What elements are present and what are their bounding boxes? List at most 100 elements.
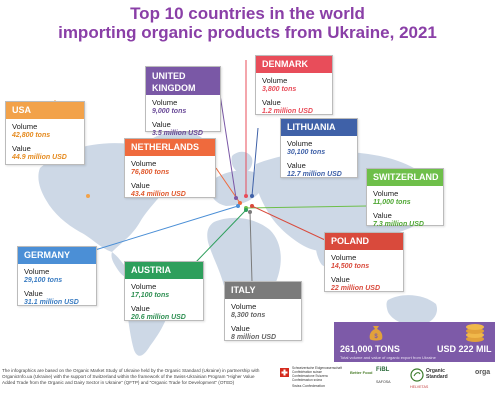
totals-note: Total volume and value of organic export… (340, 355, 436, 360)
volume-label: Volume (12, 122, 38, 131)
usa-volume: 42,800 tons (12, 132, 51, 139)
uk-title-line-2: KINGDOM (152, 83, 196, 93)
lithuania-connector (251, 127, 259, 197)
volume-label: Volume (24, 267, 50, 276)
total-tons: 261,000 TONS (340, 344, 400, 354)
denmark-volume: 3,800 tons (262, 86, 297, 93)
denmark-dot (244, 194, 248, 198)
uk-title-line-1: UNITED (152, 71, 186, 81)
card-italy: ITALY Volume 8,300 tons Value 8 million … (224, 281, 302, 341)
austria-volume: 17,100 tons (131, 292, 170, 299)
italy-volume: 8,300 tons (231, 312, 266, 319)
switzerland-connector (245, 205, 368, 209)
value-label: Value (373, 211, 392, 220)
lithuania-dot (250, 194, 254, 198)
poland-dot (250, 204, 254, 208)
value-label: Value (12, 144, 31, 153)
germany-connector (94, 205, 239, 251)
germany-dot (236, 204, 240, 208)
svg-text:$: $ (374, 334, 378, 340)
fibl-logo: FiBL (376, 367, 389, 374)
switzerland-value: 7.3 million USD (373, 221, 424, 228)
safosa-logo: SAFOSA (376, 380, 391, 384)
value-label: Value (131, 304, 150, 313)
country-dots (86, 194, 254, 214)
value-label: Value (262, 98, 281, 107)
uk-value: 3.5 million USD (152, 130, 203, 137)
card-lithuania-title: LITHUANIA (281, 119, 357, 136)
card-netherlands-title: NETHERLANDS (125, 139, 215, 156)
switzerland-volume: 11,000 tons (373, 199, 411, 206)
card-poland-title: POLAND (325, 233, 403, 250)
organic-standard-logo: Organic Standard (426, 368, 448, 380)
poland-connector (251, 205, 326, 241)
uk-dot (234, 196, 238, 200)
poland-value: 22 million USD (331, 285, 381, 292)
card-lithuania: LITHUANIA Volume 30,100 tons Value 12.7 … (280, 118, 358, 178)
better-food-logo: Better Food (350, 370, 373, 375)
card-usa: USA Volume 42,800 tons Value 44.9 millio… (5, 101, 85, 165)
card-germany-title: GERMANY (18, 247, 96, 264)
card-netherlands: NETHERLANDS Volume 76,800 tons Value 43.… (124, 138, 216, 198)
value-label: Value (131, 181, 150, 190)
footnote: The infographics are based on the Organi… (2, 368, 260, 386)
value-label: Value (231, 324, 250, 333)
netherlands-volume: 76,800 tons (131, 169, 170, 176)
organic-standard-icon (410, 368, 424, 382)
card-uk-title: UNITED KINGDOM (146, 67, 220, 95)
germany-value: 31.1 million USD (24, 299, 79, 306)
italy-value: 8 million USD (231, 334, 277, 341)
value-label: Value (152, 120, 171, 129)
volume-label: Volume (287, 139, 313, 148)
value-label: Value (331, 275, 350, 284)
card-italy-title: ITALY (225, 282, 301, 299)
germany-volume: 29,100 tons (24, 277, 63, 284)
value-label: Value (24, 289, 43, 298)
uk-volume: 9,000 tons (152, 108, 187, 115)
swiss-confederation-sub: Swiss Confederation (292, 384, 325, 388)
card-germany: GERMANY Volume 29,100 tons Value 31.1 mi… (17, 246, 97, 306)
card-denmark: DENMARK Volume 3,800 tons Value 1.2 mill… (255, 55, 333, 115)
card-usa-title: USA (6, 102, 84, 119)
italy-dot (248, 210, 252, 214)
totals-panel: $ 261,000 TONS USD 222 MIL Total volume … (334, 322, 495, 362)
card-austria-title: AUSTRIA (125, 262, 203, 279)
helvetas-logo: HELVETAS (410, 385, 429, 389)
austria-connector (195, 209, 247, 263)
swiss-flag-icon (280, 368, 289, 377)
card-austria: AUSTRIA Volume 17,100 tons Value 20.6 mi… (124, 261, 204, 321)
coins-icon (466, 324, 484, 342)
usa-dot (86, 194, 90, 198)
poland-volume: 14,500 tons (331, 263, 370, 270)
volume-label: Volume (331, 253, 357, 262)
card-switzerland-title: SWITZERLAND (367, 169, 443, 186)
netherlands-dot (238, 201, 242, 205)
italy-connector (249, 211, 253, 283)
austria-dot (244, 208, 248, 212)
austria-value: 20.6 million USD (131, 314, 186, 321)
volume-label: Volume (373, 189, 399, 198)
volume-label: Volume (131, 159, 157, 168)
netherlands-value: 43.4 million USD (131, 191, 186, 198)
swiss-confederation-logo: Schweizerische Eidgenossenschaft Confédé… (292, 366, 342, 382)
lithuania-volume: 30,100 tons (287, 149, 326, 156)
denmark-value: 1.2 million USD (262, 108, 313, 115)
partner-logos: Schweizerische Eidgenossenschaft Confédé… (270, 364, 495, 400)
card-poland: POLAND Volume 14,500 tons Value 22 milli… (324, 232, 404, 292)
volume-label: Volume (231, 302, 257, 311)
fibl-text: FiBL (376, 367, 390, 373)
card-denmark-title: DENMARK (256, 56, 332, 73)
volume-label: Volume (262, 76, 288, 85)
money-bag-icon: $ (369, 326, 383, 341)
value-label: Value (287, 161, 306, 170)
uk-connector (218, 87, 237, 199)
lithuania-value: 12.7 million USD (287, 171, 342, 178)
orga-logo: orga (475, 369, 491, 376)
card-switzerland: SWITZERLAND Volume 11,000 tons Value 7.3… (366, 168, 444, 228)
volume-label: Volume (152, 98, 178, 107)
usa-value: 44.9 million USD (12, 154, 67, 161)
volume-label: Volume (131, 282, 157, 291)
title-line-2: importing organic products from Ukraine,… (58, 23, 437, 42)
card-united-kingdom: UNITED KINGDOM Volume 9,000 tons Value 3… (145, 66, 221, 137)
title-line-1: Top 10 countries in the world (130, 4, 365, 23)
